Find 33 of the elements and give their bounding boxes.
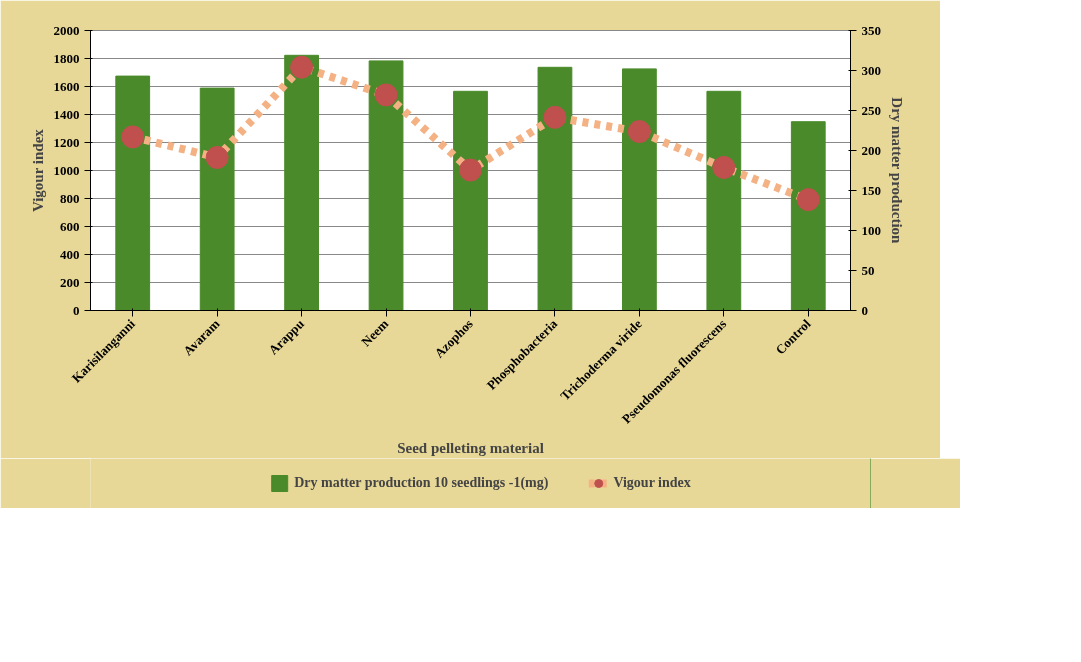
bar <box>537 66 573 311</box>
bar <box>368 60 404 311</box>
y-tick-label: 800 <box>60 190 80 206</box>
y2-tick-label: 150 <box>861 182 881 198</box>
y-tick-label: 1000 <box>53 162 80 178</box>
bar <box>622 68 657 311</box>
y2-tick-label: 100 <box>861 222 881 238</box>
y2-tick-label: 200 <box>861 142 881 158</box>
y-tick-label: 1400 <box>53 106 80 122</box>
y-tick-label: 1600 <box>53 78 80 94</box>
y-tick-label: 600 <box>60 218 80 234</box>
legend-label: Vigour index <box>613 475 691 491</box>
y2-tick-label: 250 <box>861 102 881 118</box>
bar <box>284 54 319 311</box>
bar <box>115 75 151 311</box>
legend-label: Dry matter production 10 seedlings -1(mg) <box>294 475 549 491</box>
bar <box>706 90 742 311</box>
y-tick-label: 0 <box>73 302 80 318</box>
bar <box>199 87 235 311</box>
y-tick-label: 200 <box>60 274 80 290</box>
y-axis-title: Vigour index <box>29 128 46 213</box>
y-tick-label: 400 <box>60 246 80 262</box>
y-tick-label: 2000 <box>53 22 80 38</box>
y2-tick-label: 350 <box>861 22 881 38</box>
y2-tick-label: 0 <box>861 302 868 318</box>
x-axis-title: Seed pelleting material <box>397 439 544 456</box>
y2-tick-label: 50 <box>861 262 875 278</box>
y2-axis-title: Dry matter production <box>889 97 905 245</box>
y2-tick-label: 300 <box>861 62 881 78</box>
y-tick-label: 1800 <box>53 50 80 66</box>
bar <box>453 90 488 311</box>
bar <box>790 121 826 311</box>
y-tick-label: 1200 <box>53 134 80 150</box>
